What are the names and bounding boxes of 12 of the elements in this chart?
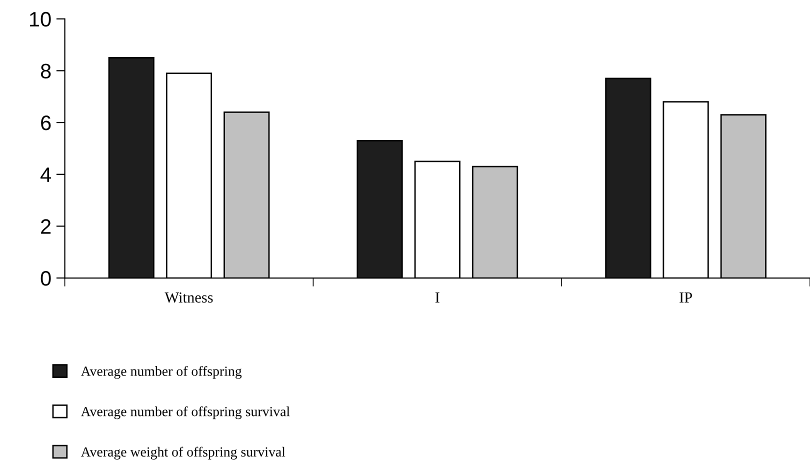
y-tick-label: 4 xyxy=(40,168,51,182)
x-tick-label: IP xyxy=(680,292,692,302)
y-tick-label: 10 xyxy=(30,12,51,27)
y-tick-label: 2 xyxy=(41,219,51,234)
y-tick-label: 6 xyxy=(41,116,51,130)
legend-label: Average weight of offspring survival xyxy=(80,446,286,460)
y-tick-label: 0 xyxy=(40,271,51,286)
legend-label: Average number of offspring survival xyxy=(80,406,290,420)
legend-label: Average number of offspring xyxy=(80,366,242,379)
x-tick-label: Witness xyxy=(164,292,213,303)
x-tick-label: I xyxy=(435,292,440,302)
y-tick-label: 8 xyxy=(40,64,51,78)
